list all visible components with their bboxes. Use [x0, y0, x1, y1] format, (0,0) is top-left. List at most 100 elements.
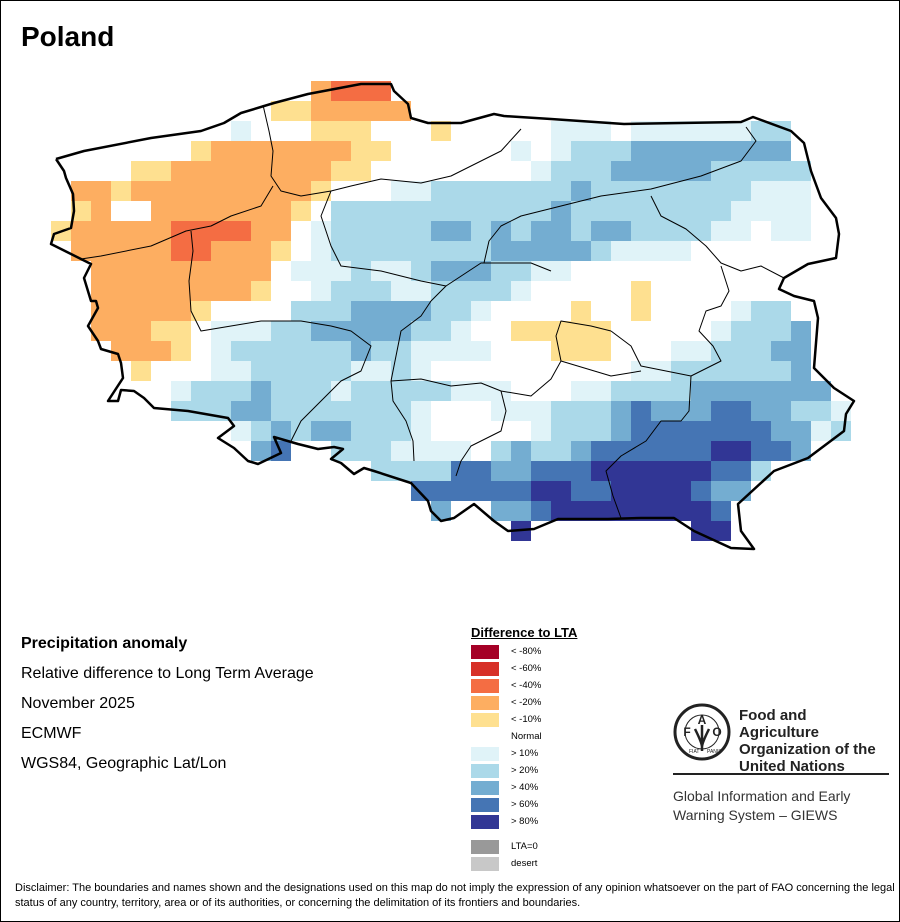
anomaly-cell: [411, 261, 431, 281]
anomaly-cell: [491, 261, 531, 281]
anomaly-cell: [651, 401, 711, 421]
svg-text:PANIS: PANIS: [707, 749, 722, 755]
anomaly-cell: [291, 421, 311, 441]
anomaly-cell: [591, 181, 751, 201]
province-boundary: [483, 126, 757, 264]
anomaly-cell: [131, 161, 171, 181]
anomaly-cell: [71, 221, 171, 241]
anomaly-cell: [511, 141, 531, 161]
province-boundary: [390, 320, 612, 397]
legend-swatch: [471, 780, 499, 795]
anomaly-cell: [491, 461, 531, 481]
anomaly-cell: [211, 361, 251, 381]
anomaly-cell: [211, 321, 271, 341]
anomaly-cell: [491, 401, 551, 421]
anomaly-cell: [731, 321, 791, 341]
anomaly-cell: [711, 441, 751, 461]
anomaly-cell: [91, 301, 191, 321]
anomaly-cell: [691, 481, 711, 501]
legend-label: LTA=0: [511, 841, 538, 852]
anomaly-cell: [631, 421, 771, 441]
anomaly-cell: [351, 301, 431, 321]
anomaly-cell: [571, 301, 591, 321]
anomaly-cell: [231, 341, 351, 361]
anomaly-cell: [451, 381, 511, 401]
info-heading: Precipitation anomaly: [21, 635, 188, 652]
anomaly-cell: [691, 521, 731, 541]
anomaly-cell: [351, 361, 391, 381]
anomaly-cell: [611, 241, 691, 261]
anomaly-cell: [391, 181, 431, 201]
anomaly-cell: [551, 201, 571, 221]
legend: Difference to LTA < -80% < -60% < -40% < -2…: [471, 625, 577, 872]
fao-name-line: United Nations: [739, 758, 845, 775]
anomaly-cell: [291, 201, 311, 221]
anomaly-cell: [531, 501, 551, 521]
anomaly-cell: [171, 341, 191, 361]
anomaly-cell: [791, 441, 811, 461]
legend-item: < -40%: [471, 677, 577, 694]
legend-swatch: [471, 856, 499, 871]
info-subtitle: Relative difference to Long Term Average: [21, 665, 314, 682]
anomaly-cell: [711, 481, 751, 501]
svg-text:F: F: [683, 725, 690, 739]
anomaly-cell: [311, 321, 411, 341]
anomaly-cell: [711, 501, 731, 521]
anomaly-cell: [191, 301, 211, 321]
anomaly-cell: [611, 401, 631, 421]
anomaly-cell: [711, 221, 751, 241]
anomaly-cell: [531, 161, 551, 181]
anomaly-cell: [591, 441, 711, 461]
anomaly-cell: [631, 121, 751, 141]
anomaly-cell: [771, 341, 811, 361]
anomaly-cell: [711, 461, 751, 481]
anomaly-cell: [491, 241, 591, 261]
anomaly-cell: [411, 321, 451, 341]
anomaly-cell: [451, 461, 491, 481]
anomaly-cell: [271, 381, 331, 401]
country-boundary: [49, 82, 856, 551]
anomaly-cell: [251, 421, 271, 441]
legend-item: > 10%: [471, 745, 577, 762]
anomaly-cell: [331, 281, 391, 301]
legend-swatch: [471, 814, 499, 829]
legend-item: < -80%: [471, 643, 577, 660]
anomaly-cell: [711, 161, 811, 181]
province-boundary: [605, 330, 692, 519]
anomaly-cell: [431, 181, 571, 201]
anomaly-cell: [711, 341, 771, 361]
anomaly-cell: [631, 401, 651, 421]
anomaly-cell: [331, 161, 371, 181]
anomaly-cell: [571, 381, 611, 401]
anomaly-cell: [271, 321, 311, 341]
legend-label: > 60%: [511, 799, 539, 810]
anomaly-cell: [251, 221, 291, 241]
anomaly-cell: [311, 101, 411, 121]
anomaly-cell: [431, 121, 451, 141]
anomaly-cell: [211, 141, 351, 161]
info-period: November 2025: [21, 695, 135, 712]
anomaly-cell: [211, 341, 231, 361]
anomaly-cell: [511, 441, 531, 461]
anomaly-cell: [691, 381, 831, 401]
province-boundary: [390, 285, 447, 462]
anomaly-cell: [331, 381, 351, 401]
anomaly-cell: [771, 221, 811, 241]
anomaly-cell: [151, 321, 191, 341]
anomaly-cell: [411, 341, 491, 361]
anomaly-cell: [191, 141, 211, 161]
disclaimer: Disclaimer: The boundaries and names sho…: [15, 882, 895, 909]
anomaly-cell: [551, 501, 711, 521]
legend-swatch: [471, 797, 499, 812]
anomaly-cell: [391, 281, 431, 301]
anomaly-cell: [111, 181, 131, 201]
giews-line: Global Information and Early: [673, 788, 851, 804]
anomaly-cell: [591, 221, 631, 241]
anomaly-cell: [751, 441, 791, 461]
anomaly-cell: [631, 301, 651, 321]
anomaly-cell: [151, 201, 291, 221]
anomaly-cell: [291, 261, 351, 281]
page-title: Poland: [21, 21, 115, 52]
anomaly-cell: [191, 381, 251, 401]
anomaly-cell: [791, 401, 831, 421]
